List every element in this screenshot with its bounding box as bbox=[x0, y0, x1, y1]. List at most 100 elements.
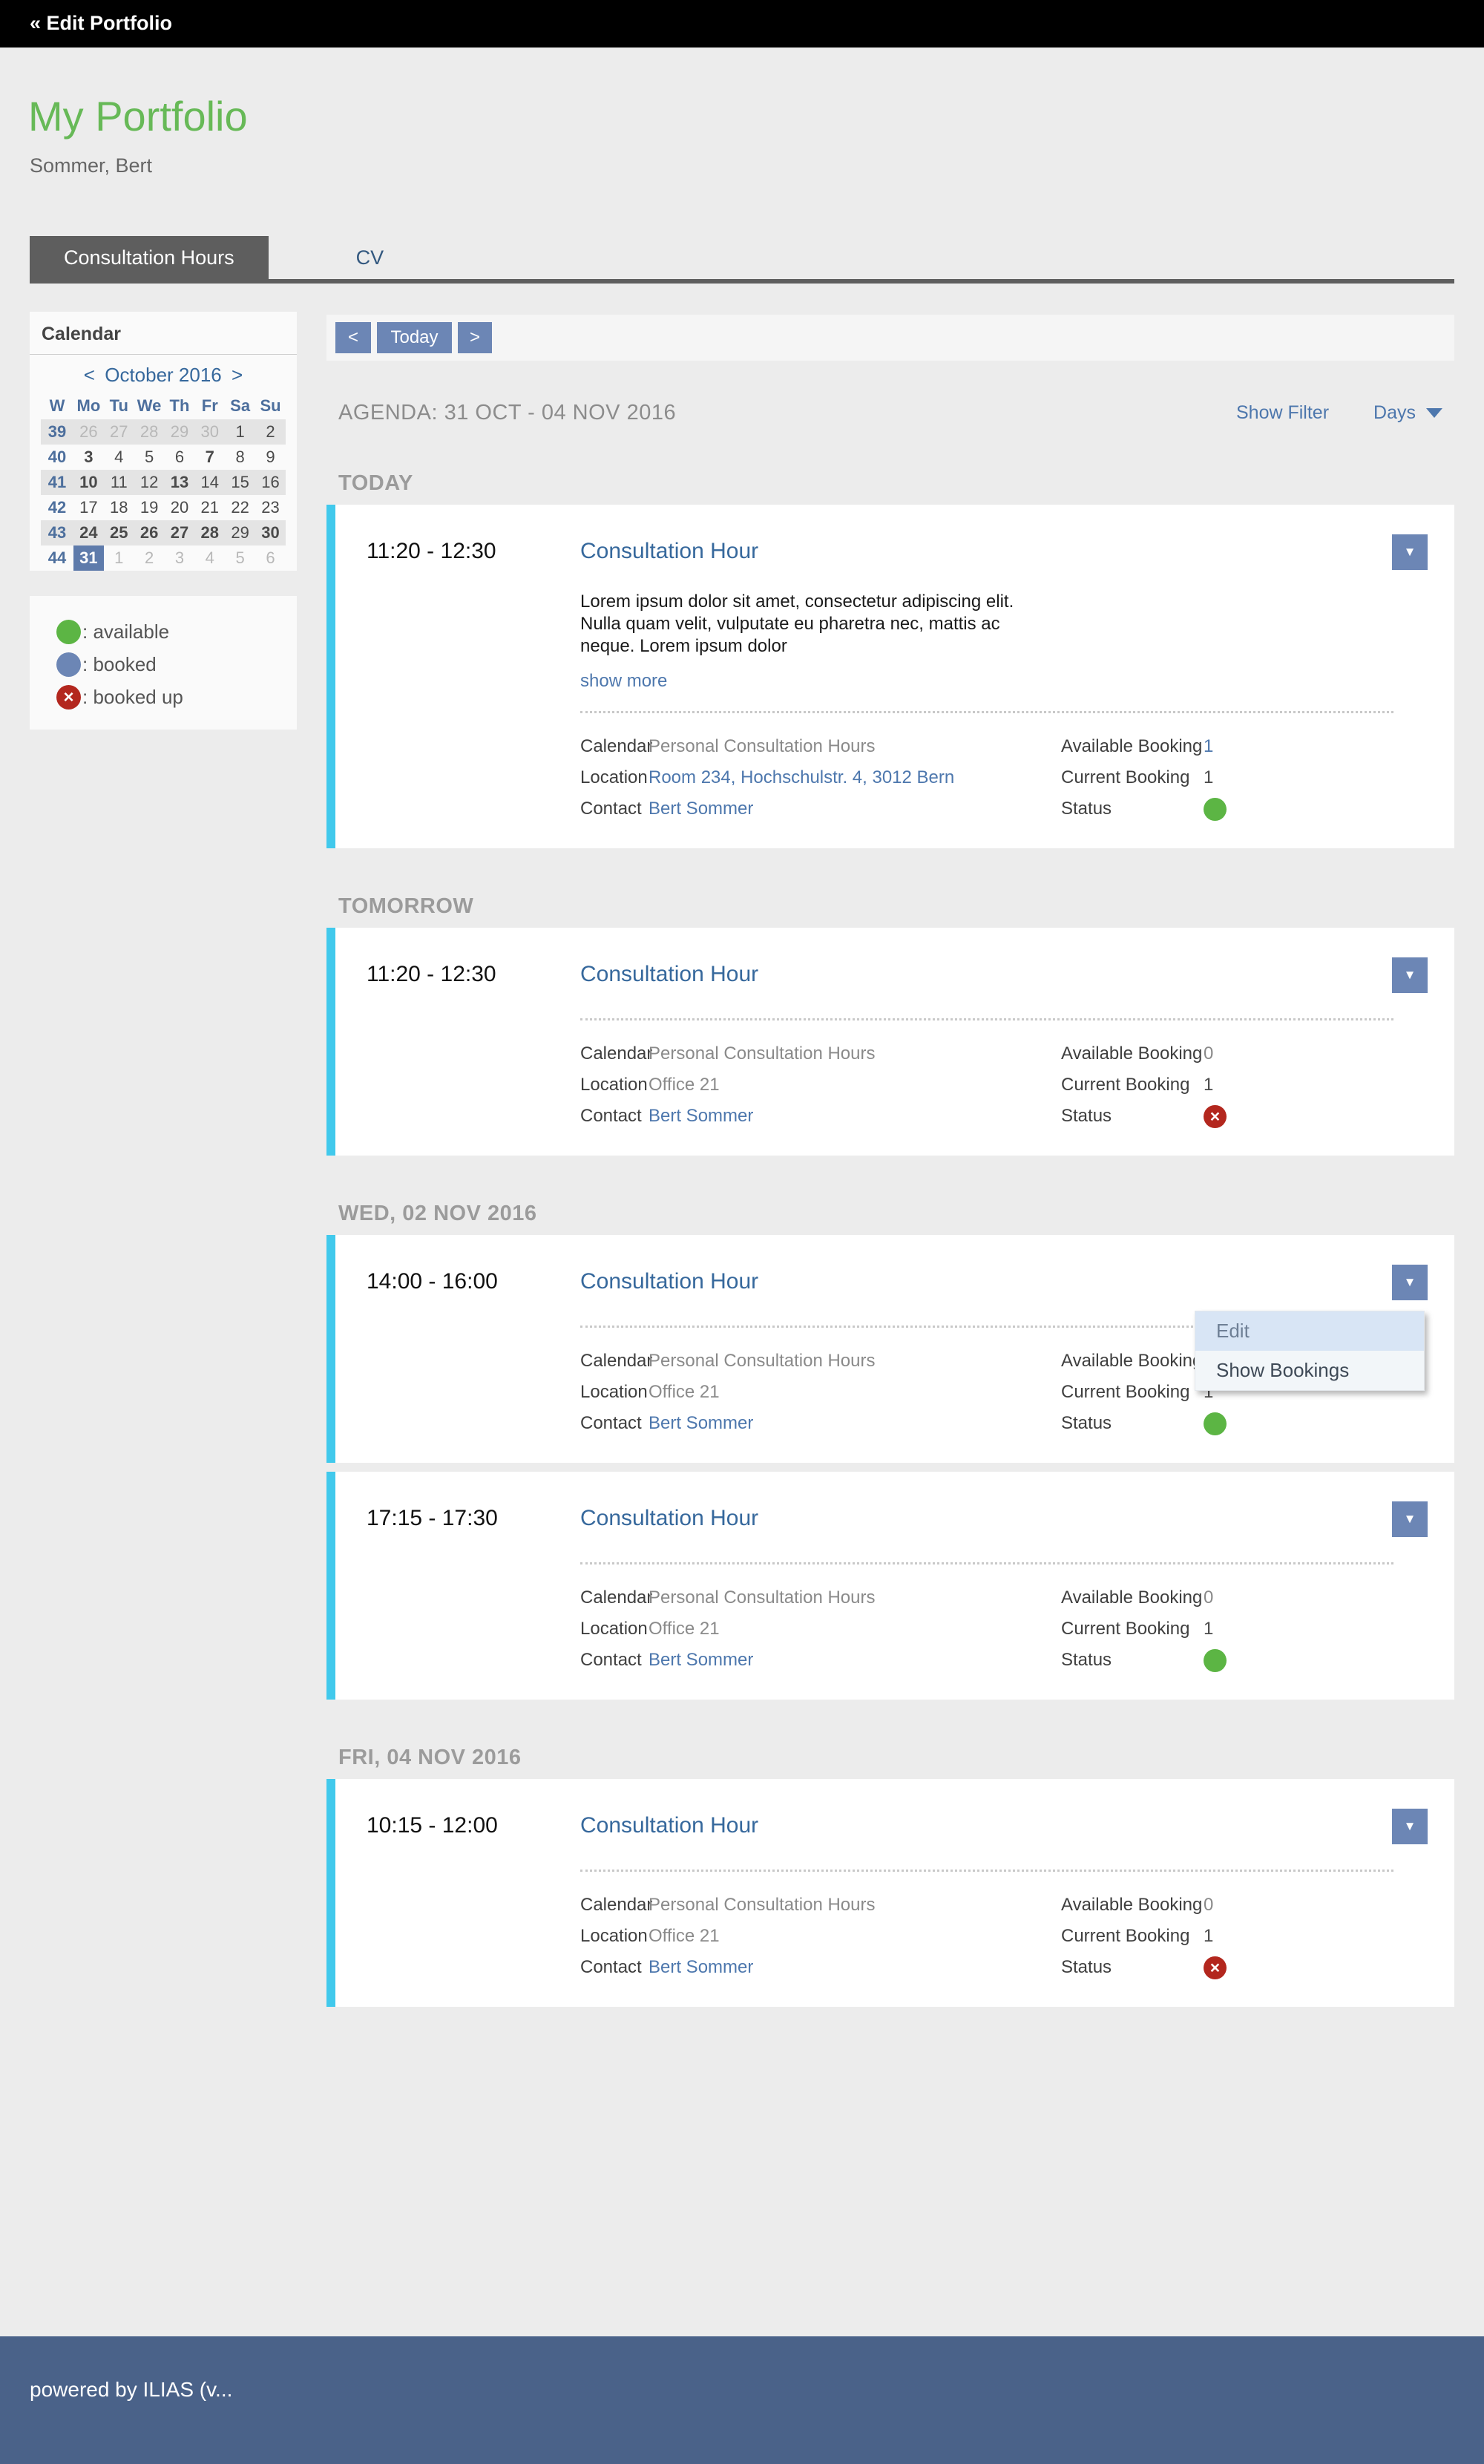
calendar-day[interactable]: 10 bbox=[79, 473, 98, 491]
event-contact-link[interactable]: Bert Sommer bbox=[649, 1413, 754, 1433]
event-title-link[interactable]: Consultation Hour bbox=[580, 539, 759, 563]
calendar-day[interactable]: 18 bbox=[110, 498, 128, 517]
calendar-day[interactable]: 29 bbox=[231, 523, 249, 542]
agenda-sections: TODAY 11:20 - 12:30 Consultation Hour ▼ Lore… bbox=[326, 471, 1454, 2007]
detail-label: Current Booking bbox=[1061, 767, 1190, 787]
event-time: 11:20 - 12:30 bbox=[367, 539, 496, 563]
calendar-day[interactable]: 30 bbox=[200, 422, 220, 441]
menu-item-show-bookings[interactable]: Show Bookings bbox=[1216, 1359, 1350, 1381]
event-location-value[interactable]: Room 234, Hochschulstr. 4, 3012 Bern bbox=[649, 767, 955, 787]
calendar-day[interactable]: 5 bbox=[235, 548, 245, 567]
calendar-day[interactable]: 16 bbox=[261, 473, 280, 491]
event-actions-button[interactable]: ▼ bbox=[1392, 534, 1428, 570]
calendar-next-month-arrow[interactable]: > bbox=[232, 364, 243, 386]
current-booking-value: 1 bbox=[1204, 767, 1214, 787]
calendar-day[interactable]: 19 bbox=[139, 498, 159, 517]
event-actions-button[interactable]: ▼ bbox=[1392, 957, 1428, 993]
event-title-link[interactable]: Consultation Hour bbox=[580, 1813, 759, 1838]
calendar-day[interactable]: 22 bbox=[231, 498, 249, 517]
menu-item-edit[interactable]: Edit bbox=[1195, 1311, 1424, 1351]
calendar-day[interactable]: 12 bbox=[139, 473, 159, 491]
calendar-week-row: 43 24 25 26 27 28 29 30 bbox=[41, 520, 286, 545]
calendar-day[interactable]: 3 bbox=[174, 548, 185, 567]
calendar-day[interactable]: 25 bbox=[110, 523, 128, 542]
calendar-month-nav: < October 2016 > bbox=[30, 364, 297, 387]
days-range-label: Days bbox=[1373, 402, 1416, 423]
section-heading: WED, 02 NOV 2016 bbox=[338, 1202, 537, 1225]
event-card: 14:00 - 16:00 Consultation Hour ▼ Calendar P… bbox=[326, 1235, 1454, 1463]
event-title-link[interactable]: Consultation Hour bbox=[580, 962, 759, 986]
event-location-value: Office 21 bbox=[649, 1926, 720, 1946]
event-title-link[interactable]: Consultation Hour bbox=[580, 1506, 759, 1530]
calendar-day[interactable]: 30 bbox=[261, 523, 280, 542]
detail-label: Location bbox=[580, 1619, 648, 1639]
calendar-day[interactable]: 2 bbox=[144, 548, 154, 567]
tab-cv[interactable]: CV bbox=[355, 246, 384, 269]
calendar-day[interactable]: 13 bbox=[170, 473, 189, 491]
calendar-day[interactable]: 7 bbox=[205, 448, 214, 466]
calendar-day[interactable]: 1 bbox=[235, 422, 245, 441]
calendar-day[interactable]: 27 bbox=[110, 422, 128, 441]
event-actions-button[interactable]: ▼ bbox=[1392, 1501, 1428, 1537]
calendar-prev-month-arrow[interactable]: < bbox=[83, 364, 95, 386]
calendar-day[interactable]: 8 bbox=[235, 448, 245, 466]
calendar-day[interactable]: 28 bbox=[139, 422, 159, 441]
tab-consultation-hours[interactable]: Consultation Hours bbox=[30, 236, 269, 279]
powered-by-ilias-link[interactable]: powered by ILIAS (v... bbox=[30, 2378, 233, 2401]
booked-up-icon: × bbox=[56, 684, 81, 710]
calendar-day[interactable]: 20 bbox=[170, 498, 189, 517]
week-number: 43 bbox=[47, 523, 67, 542]
calendar-day[interactable]: 14 bbox=[200, 473, 220, 491]
legend-item-booked-up: ×: booked up bbox=[45, 681, 282, 713]
today-button[interactable]: Today bbox=[377, 322, 452, 353]
calendar-day[interactable]: 9 bbox=[266, 448, 275, 466]
calendar-day[interactable]: 15 bbox=[231, 473, 249, 491]
available-booking-value[interactable]: 1 bbox=[1204, 736, 1214, 756]
dotted-divider bbox=[580, 1018, 1393, 1020]
calendar-day[interactable]: 3 bbox=[84, 448, 93, 466]
days-range-dropdown[interactable]: Days bbox=[1373, 402, 1442, 424]
event-contact-link[interactable]: Bert Sommer bbox=[649, 1650, 754, 1670]
calendar-day[interactable]: 2 bbox=[266, 422, 275, 441]
calendar-day[interactable]: 1 bbox=[114, 548, 124, 567]
calendar-day[interactable]: 29 bbox=[170, 422, 189, 441]
calendar-day[interactable]: 28 bbox=[200, 523, 220, 542]
show-more-link[interactable]: show more bbox=[580, 671, 668, 691]
calendar-day[interactable]: 11 bbox=[110, 473, 128, 491]
calendar-day-selected[interactable]: 31 bbox=[73, 545, 104, 571]
show-filter-link[interactable]: Show Filter bbox=[1235, 402, 1330, 423]
calendar-day[interactable]: 6 bbox=[174, 448, 185, 466]
calendar-week-row: 44 31 1 2 3 4 5 6 bbox=[41, 545, 286, 571]
available-icon bbox=[56, 619, 81, 644]
calendar-day[interactable]: 17 bbox=[79, 498, 98, 517]
calendar-day[interactable]: 5 bbox=[144, 448, 154, 466]
calendar-day-header: We bbox=[137, 396, 162, 415]
event-calendar-value: Personal Consultation Hours bbox=[649, 736, 876, 756]
calendar-day[interactable]: 4 bbox=[205, 548, 214, 567]
prev-period-button[interactable]: < bbox=[335, 322, 371, 353]
calendar-day[interactable]: 4 bbox=[114, 448, 124, 466]
calendar-day[interactable]: 21 bbox=[200, 498, 220, 517]
current-booking-value: 1 bbox=[1204, 1926, 1214, 1946]
legend-item-available: : available bbox=[45, 615, 282, 648]
event-contact-link[interactable]: Bert Sommer bbox=[649, 1106, 754, 1126]
calendar-day[interactable]: 27 bbox=[170, 523, 189, 542]
week-number: 39 bbox=[47, 422, 67, 441]
event-actions-button[interactable]: ▼ bbox=[1392, 1809, 1428, 1844]
context-menu: Edit Show Bookings bbox=[1195, 1311, 1425, 1391]
legend-label: : available bbox=[82, 620, 170, 643]
edit-portfolio-back-link[interactable]: « Edit Portfolio bbox=[30, 12, 172, 34]
calendar-day[interactable]: 26 bbox=[139, 523, 159, 542]
detail-label: Calendar bbox=[580, 1351, 653, 1371]
calendar-day[interactable]: 26 bbox=[79, 422, 98, 441]
section-heading: TODAY bbox=[338, 471, 413, 495]
calendar-day[interactable]: 6 bbox=[266, 548, 275, 567]
status-booked-up-icon: × bbox=[1204, 1104, 1227, 1128]
next-period-button[interactable]: > bbox=[458, 322, 492, 353]
event-contact-link[interactable]: Bert Sommer bbox=[649, 1957, 754, 1977]
event-title-link[interactable]: Consultation Hour bbox=[580, 1269, 759, 1294]
calendar-day[interactable]: 24 bbox=[79, 523, 98, 542]
calendar-day[interactable]: 23 bbox=[261, 498, 280, 517]
event-actions-button[interactable]: ▼ bbox=[1392, 1265, 1428, 1300]
event-contact-link[interactable]: Bert Sommer bbox=[649, 799, 754, 819]
